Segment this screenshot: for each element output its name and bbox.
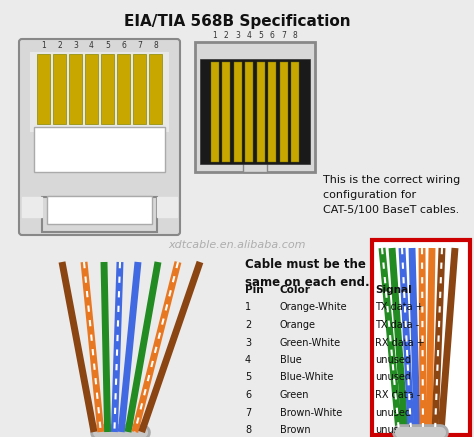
Text: 2: 2 (245, 320, 251, 330)
Bar (133, 54, 146, 124)
Text: Brown: Brown (280, 425, 310, 435)
Text: Signal: Signal (375, 285, 412, 295)
Bar (47, 196, 152, 224)
Text: 7: 7 (281, 31, 286, 40)
Text: Color: Color (280, 285, 311, 295)
Bar (243, 152, 267, 172)
Text: 6: 6 (270, 31, 275, 40)
FancyBboxPatch shape (19, 39, 180, 235)
Bar (22, 197, 42, 217)
Text: 6: 6 (121, 41, 126, 50)
Text: Blue: Blue (280, 355, 302, 365)
Text: TX data -: TX data - (375, 320, 419, 330)
Bar (291, 62, 299, 162)
Text: 6: 6 (245, 390, 251, 400)
Text: unused: unused (375, 425, 411, 435)
Bar (280, 62, 288, 162)
Text: 7: 7 (245, 407, 251, 417)
Text: Orange: Orange (280, 320, 316, 330)
Bar (117, 54, 130, 124)
Text: 5: 5 (105, 41, 110, 50)
Bar (200, 59, 310, 164)
Bar (149, 54, 162, 124)
Text: 1: 1 (212, 31, 217, 40)
Text: 8: 8 (153, 41, 158, 50)
Text: Green-White: Green-White (280, 337, 341, 347)
Bar (245, 62, 253, 162)
Bar (222, 62, 230, 162)
Bar (372, 240, 470, 435)
Bar (211, 62, 219, 162)
Text: unused: unused (375, 355, 411, 365)
Text: 2: 2 (57, 41, 62, 50)
Text: 3: 3 (235, 31, 240, 40)
Bar (101, 54, 114, 124)
Bar (34, 127, 165, 172)
Text: 3: 3 (73, 41, 78, 50)
Text: 5: 5 (258, 31, 263, 40)
Bar (42, 197, 157, 232)
Text: 4: 4 (89, 41, 94, 50)
Text: Blue-White: Blue-White (280, 372, 333, 382)
Bar (30, 52, 169, 132)
Text: Orange-White: Orange-White (280, 302, 347, 312)
Text: 8: 8 (293, 31, 298, 40)
Text: unused: unused (375, 407, 411, 417)
Bar (268, 62, 276, 162)
Text: 3: 3 (245, 337, 251, 347)
Bar (257, 62, 265, 162)
Text: 1: 1 (245, 302, 251, 312)
Text: 4: 4 (247, 31, 252, 40)
Text: xdtcable.en.alibaba.com: xdtcable.en.alibaba.com (168, 240, 306, 250)
Bar (53, 54, 66, 124)
Text: RX data -: RX data - (375, 390, 420, 400)
Text: Cable must be the
same on each end.: Cable must be the same on each end. (245, 258, 370, 289)
Text: Brown-White: Brown-White (280, 407, 342, 417)
Bar (69, 54, 82, 124)
Text: Pin: Pin (245, 285, 264, 295)
Bar (234, 62, 242, 162)
Text: 4: 4 (245, 355, 251, 365)
Text: 2: 2 (224, 31, 228, 40)
Text: 5: 5 (245, 372, 251, 382)
Bar (195, 42, 315, 172)
Text: This is the correct wiring
configuration for
CAT-5/100 BaseT cables.: This is the correct wiring configuration… (323, 175, 460, 215)
Text: 1: 1 (41, 41, 46, 50)
Text: RX data +: RX data + (375, 337, 425, 347)
Text: 7: 7 (137, 41, 142, 50)
Text: EIA/TIA 568B Specification: EIA/TIA 568B Specification (124, 14, 350, 29)
Bar (37, 54, 50, 124)
Bar (157, 197, 177, 217)
Text: TX data +: TX data + (375, 302, 424, 312)
Text: 8: 8 (245, 425, 251, 435)
Text: Green: Green (280, 390, 310, 400)
Text: unused: unused (375, 372, 411, 382)
Bar (85, 54, 98, 124)
